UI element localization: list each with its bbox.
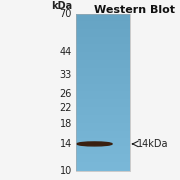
Text: kDa: kDa bbox=[51, 1, 72, 11]
Text: 44: 44 bbox=[60, 47, 72, 57]
Ellipse shape bbox=[77, 142, 112, 146]
Text: 10: 10 bbox=[60, 166, 72, 176]
Text: 14: 14 bbox=[60, 139, 72, 149]
Text: 18: 18 bbox=[60, 119, 72, 129]
Text: 33: 33 bbox=[60, 70, 72, 80]
Text: 22: 22 bbox=[60, 103, 72, 112]
Text: 14kDa: 14kDa bbox=[137, 139, 168, 149]
Text: 70: 70 bbox=[60, 9, 72, 19]
Text: 26: 26 bbox=[60, 89, 72, 99]
Text: Western Blot: Western Blot bbox=[94, 5, 176, 15]
